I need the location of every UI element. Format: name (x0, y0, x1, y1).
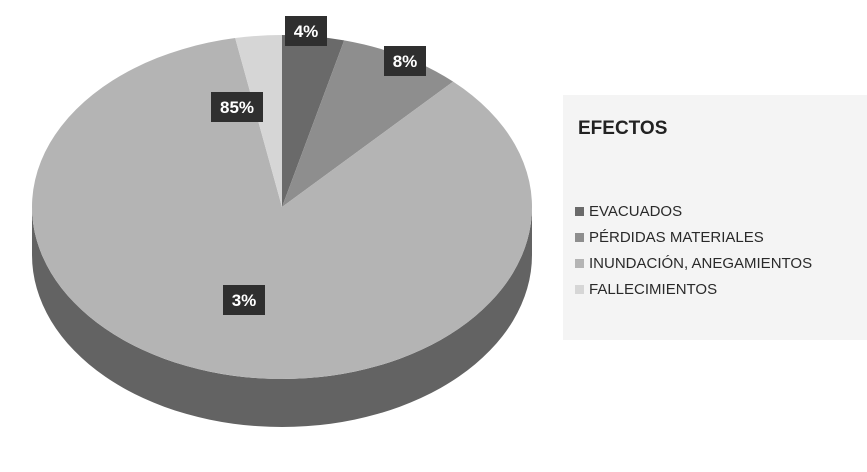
legend-swatch (575, 206, 584, 216)
pie-chart: 4% 8% 85% 3% (32, 16, 533, 427)
legend-item-perdidas-materiales: PÉRDIDAS MATERIALES (575, 224, 812, 250)
pie-slice-inundaci-n-anegamientos (32, 38, 533, 379)
legend-item-fallecimientos: FALLECIMIENTOS (575, 276, 812, 302)
pie-slice-p-rdidas-materiales (282, 40, 454, 207)
legend-item-evacuados: EVACUADOS (575, 198, 812, 224)
legend-panel (563, 95, 867, 340)
legend-label: EVACUADOS (589, 202, 683, 220)
data-label: 8% (393, 52, 418, 71)
data-label: 4% (294, 22, 319, 41)
data-label-box (285, 16, 327, 46)
data-label-box (211, 92, 263, 122)
legend-label: INUNDACIÓN, ANEGAMIENTOS (589, 254, 813, 272)
legend-label: PÉRDIDAS MATERIALES (589, 228, 764, 246)
legend-label: FALLECIMIENTOS (589, 280, 718, 298)
legend-swatch (575, 258, 584, 268)
pie-slice-evacuados (282, 35, 345, 207)
legend-swatch (575, 232, 584, 242)
data-label: 85% (220, 98, 254, 117)
data-label-box (223, 285, 265, 315)
legend-swatch (575, 284, 584, 294)
data-label-box (384, 46, 426, 76)
legend-title: EFECTOS (578, 118, 668, 139)
data-label: 3% (232, 291, 257, 310)
legend: EVACUADOS PÉRDIDAS MATERIALES INUNDACIÓN… (575, 198, 812, 302)
legend-item-inundacion: INUNDACIÓN, ANEGAMIENTOS (575, 250, 812, 276)
slice-side-wall (32, 207, 532, 427)
